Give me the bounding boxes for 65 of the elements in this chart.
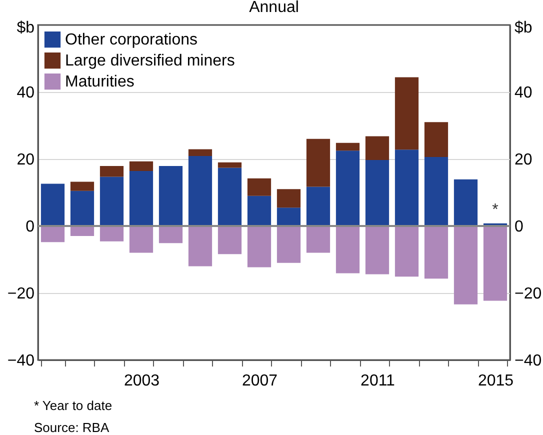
bar [394,77,419,150]
bar [276,226,301,263]
bar [158,166,183,226]
legend-label: Large diversified miners [65,52,235,70]
y2-tick-label: 0 [514,218,524,236]
y2-tick-label: −40 [514,352,542,370]
y-tick-label: 0 [26,218,35,236]
bar [158,226,183,244]
y-axis-title: $b [16,20,35,36]
bar [336,142,360,151]
x-tick-label: 2011 [360,372,396,390]
bar [100,176,124,226]
bar [276,208,301,226]
bar [424,156,448,226]
bar [40,226,65,242]
bar [336,150,360,226]
bar [454,226,478,304]
bar [70,182,94,191]
bar [394,226,419,277]
bar [247,226,272,268]
bar [247,196,272,226]
y-tick-label: −20 [7,286,35,302]
y2-tick-label: 40 [514,84,532,102]
x-tick-label: 2007 [242,372,278,390]
text: * Year to date [34,398,112,413]
bar [70,190,94,226]
source-note: Source: RBA [34,420,110,435]
bar [454,179,478,226]
bar [100,226,124,242]
y2-axis-title: $b [514,20,532,36]
y-tick-label: 40 [16,84,35,102]
bar [306,226,330,253]
bar [100,166,124,177]
bar [129,226,154,253]
bar [365,160,390,226]
bar [365,136,390,160]
bar [129,161,154,172]
x-tick-label: 2003 [124,372,160,390]
y2-tick-label: 20 [514,152,532,168]
bar [40,184,65,226]
bar [188,156,212,226]
legend-label: Other corporations [65,32,198,48]
bar [306,138,330,187]
bar [188,149,212,156]
bar [129,171,154,226]
bar [424,122,448,157]
bar [394,150,419,226]
legend-label: Maturities [65,74,134,90]
bar [306,186,330,226]
bar [276,189,301,208]
y-tick-label: 20 [16,152,35,168]
bar [483,226,508,301]
bar [336,226,360,274]
bar [424,226,448,279]
y2-tick-label: −20 [514,286,542,302]
bar [247,178,272,196]
bar [188,226,212,266]
annotation: * [492,201,498,218]
x-tick-label: 2015 [478,372,514,390]
bar [218,162,242,168]
bar [365,226,390,274]
y-tick-label: −40 [7,352,35,370]
bar [218,226,242,254]
bar [218,168,242,226]
chart-title: Annual [249,0,299,16]
